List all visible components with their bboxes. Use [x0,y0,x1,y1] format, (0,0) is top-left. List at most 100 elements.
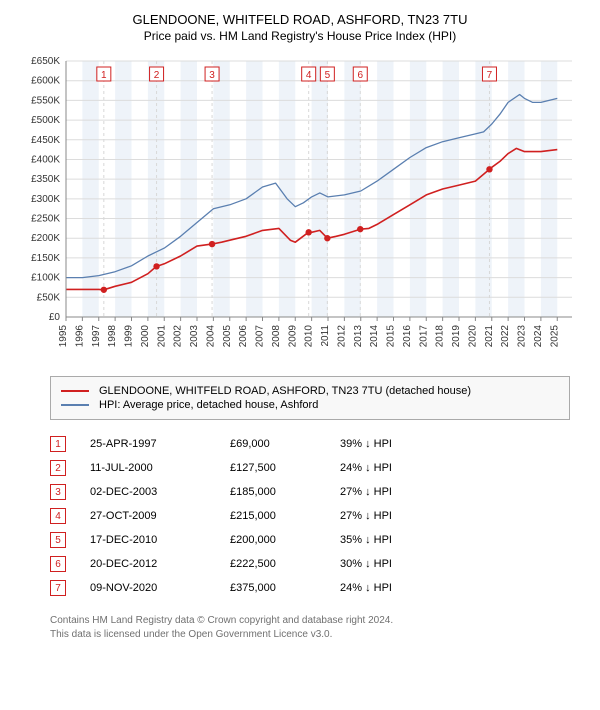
svg-text:1996: 1996 [74,325,85,348]
svg-text:2008: 2008 [271,325,282,348]
svg-text:2017: 2017 [418,325,429,348]
sale-vs-hpi: 30% ↓ HPI [340,558,460,570]
page-subtitle: Price paid vs. HM Land Registry's House … [10,29,590,43]
svg-text:7: 7 [487,70,493,81]
svg-text:2018: 2018 [435,325,446,348]
svg-text:£0: £0 [49,312,61,323]
svg-text:2015: 2015 [386,325,397,348]
svg-text:2022: 2022 [500,325,511,348]
sale-vs-hpi: 35% ↓ HPI [340,534,460,546]
sale-date: 17-DEC-2010 [90,534,230,546]
page-title: GLENDOONE, WHITFELD ROAD, ASHFORD, TN23 … [10,12,590,27]
sale-vs-hpi: 24% ↓ HPI [340,462,460,474]
sale-price: £69,000 [230,438,340,450]
chart-area: £0 £50K £100K £150K £200K £250K £300K £350K £400… [20,53,580,368]
svg-text:2001: 2001 [156,325,167,348]
sale-price: £222,500 [230,558,340,570]
svg-text:2003: 2003 [189,325,200,348]
sales-row: 3 02-DEC-2003£185,00027% ↓ HPI [50,480,570,504]
sale-marker-box: 5 [50,532,66,548]
sale-vs-hpi: 27% ↓ HPI [340,486,460,498]
sale-date: 25-APR-1997 [90,438,230,450]
legend-row-property: GLENDOONE, WHITFELD ROAD, ASHFORD, TN23 … [61,385,559,397]
svg-text:3: 3 [209,70,215,81]
svg-text:2025: 2025 [549,325,560,348]
legend-swatch-hpi [61,404,89,406]
sales-row: 4 27-OCT-2009£215,00027% ↓ HPI [50,504,570,528]
sale-date: 20-DEC-2012 [90,558,230,570]
sale-date: 09-NOV-2020 [90,582,230,594]
sale-marker-box: 6 [50,556,66,572]
footer-line-1: Contains HM Land Registry data © Crown c… [50,614,570,628]
svg-text:2024: 2024 [533,325,544,348]
sales-row: 6 20-DEC-2012£222,50030% ↓ HPI [50,552,570,576]
svg-text:2011: 2011 [320,325,331,347]
legend-row-hpi: HPI: Average price, detached house, Ashf… [61,399,559,411]
svg-text:£250K: £250K [31,214,60,225]
svg-text:2000: 2000 [140,325,151,348]
svg-text:1998: 1998 [107,325,118,348]
svg-text:2: 2 [154,70,160,81]
svg-text:1995: 1995 [58,325,69,348]
sale-marker-box: 3 [50,484,66,500]
sale-date: 02-DEC-2003 [90,486,230,498]
sale-date: 11-JUL-2000 [90,462,230,474]
footer: Contains HM Land Registry data © Crown c… [50,614,570,641]
svg-text:£50K: £50K [37,292,61,303]
footer-line-2: This data is licensed under the Open Gov… [50,628,570,642]
page-root: GLENDOONE, WHITFELD ROAD, ASHFORD, TN23 … [0,0,600,651]
sale-vs-hpi: 24% ↓ HPI [340,582,460,594]
sale-price: £215,000 [230,510,340,522]
sales-row: 7 09-NOV-2020£375,00024% ↓ HPI [50,576,570,600]
svg-text:2009: 2009 [287,325,298,348]
sale-price: £375,000 [230,582,340,594]
svg-text:2004: 2004 [205,325,216,348]
sale-price: £127,500 [230,462,340,474]
sale-marker-box: 2 [50,460,66,476]
sale-vs-hpi: 27% ↓ HPI [340,510,460,522]
price-chart: £0 £50K £100K £150K £200K £250K £300K £350K £400… [20,53,580,363]
svg-text:2023: 2023 [517,325,528,348]
svg-text:£450K: £450K [31,135,60,146]
svg-text:£350K: £350K [31,174,60,185]
sale-price: £200,000 [230,534,340,546]
sales-row: 2 11-JUL-2000£127,50024% ↓ HPI [50,456,570,480]
svg-text:£400K: £400K [31,154,60,165]
svg-text:£550K: £550K [31,95,60,106]
svg-text:£650K: £650K [31,56,60,67]
sale-vs-hpi: 39% ↓ HPI [340,438,460,450]
svg-text:£500K: £500K [31,115,60,126]
svg-text:1997: 1997 [91,325,102,348]
svg-text:2014: 2014 [369,325,380,348]
svg-text:6: 6 [357,70,363,81]
sales-table: 1 25-APR-1997£69,00039% ↓ HPI 2 11-JUL-2000… [50,432,570,600]
sale-date: 27-OCT-2009 [90,510,230,522]
svg-text:5: 5 [325,70,331,81]
svg-text:2012: 2012 [336,325,347,348]
sale-price: £185,000 [230,486,340,498]
legend-label-hpi: HPI: Average price, detached house, Ashf… [99,399,318,411]
svg-text:2019: 2019 [451,325,462,348]
svg-text:2010: 2010 [304,325,315,348]
sale-marker-box: 7 [50,580,66,596]
svg-text:2021: 2021 [484,325,495,348]
svg-text:£150K: £150K [31,253,60,264]
svg-text:1: 1 [101,70,107,81]
svg-text:£600K: £600K [31,76,60,87]
legend-swatch-property [61,390,89,392]
svg-text:2016: 2016 [402,325,413,348]
svg-text:2006: 2006 [238,325,249,348]
sales-row: 5 17-DEC-2010£200,00035% ↓ HPI [50,528,570,552]
svg-text:1999: 1999 [124,325,135,348]
svg-text:£100K: £100K [31,273,60,284]
svg-text:£300K: £300K [31,194,60,205]
sale-marker-box: 1 [50,436,66,452]
svg-text:4: 4 [306,70,312,81]
svg-text:2002: 2002 [173,325,184,348]
svg-text:2007: 2007 [255,325,266,348]
svg-text:£200K: £200K [31,233,60,244]
sales-row: 1 25-APR-1997£69,00039% ↓ HPI [50,432,570,456]
svg-text:2020: 2020 [467,325,478,348]
legend-box: GLENDOONE, WHITFELD ROAD, ASHFORD, TN23 … [50,376,570,420]
sale-marker-box: 4 [50,508,66,524]
